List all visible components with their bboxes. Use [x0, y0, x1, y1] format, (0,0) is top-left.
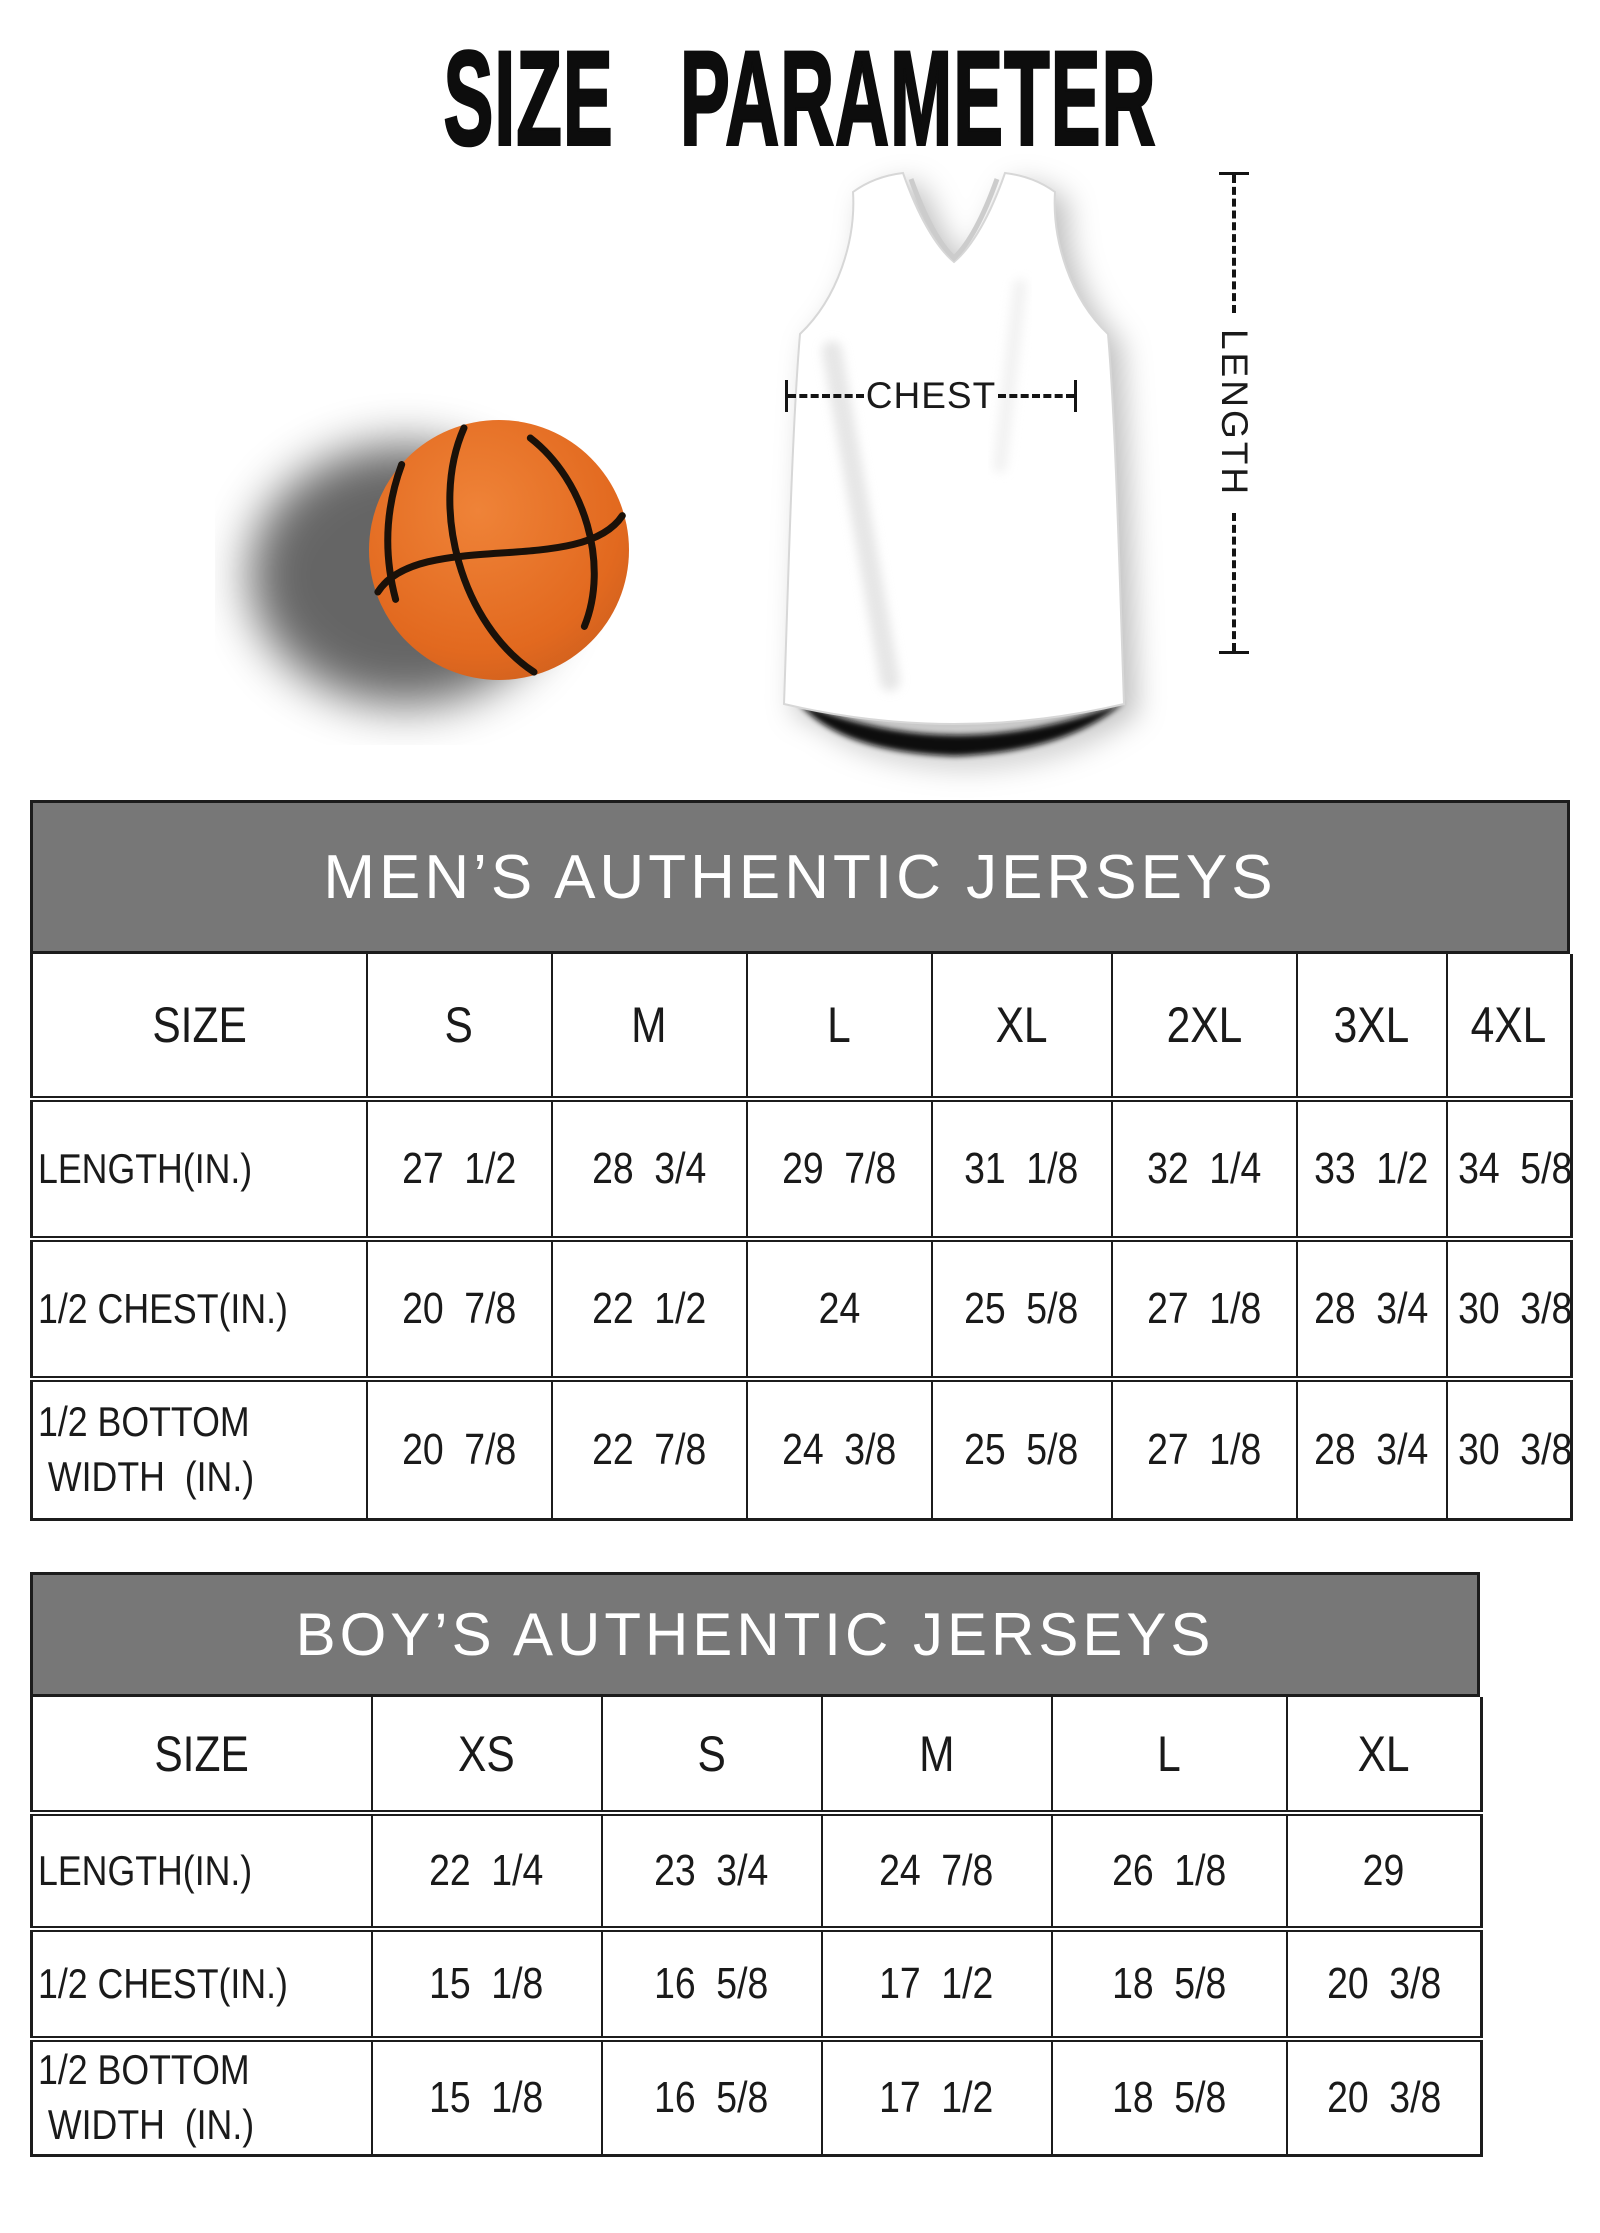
size-value-cell: 32 1/4	[1110, 1096, 1297, 1239]
mens-table-header: MEN’S AUTHENTIC JERSEYS	[30, 800, 1570, 954]
basketball-illustration	[250, 420, 629, 705]
size-value-cell: 27 1/8	[1110, 1236, 1297, 1379]
size-column-header: M	[820, 1697, 1052, 1813]
jersey-hem-shadow	[798, 702, 1124, 756]
row-label: 1/2 BOTTOM WIDTH (IN.)	[31, 1376, 367, 1519]
boys-size-table: BOY’S AUTHENTIC JERSEYS SIZE XS S M L XL…	[30, 1572, 1483, 2157]
size-column-header: S	[600, 1697, 822, 1813]
row-label: 1/2 BOTTOM WIDTH (IN.)	[31, 2036, 372, 2155]
page-title: SIZE PARAMETER	[0, 23, 1600, 175]
size-value-cell: 29 7/8	[745, 1096, 932, 1239]
size-column-header: S	[365, 954, 552, 1099]
measure-tick-right	[1074, 380, 1077, 412]
row-label: LENGTH(IN.)	[31, 1810, 372, 1929]
size-value-cell: 28 3/4	[1295, 1236, 1447, 1379]
chest-label: CHEST	[865, 375, 997, 416]
length-label: LENGTH	[1214, 328, 1255, 498]
row-label: 1/2 CHEST(IN.)	[31, 1926, 372, 2039]
size-value-cell: 16 5/8	[600, 1926, 822, 2039]
basketball-icon	[369, 420, 629, 680]
dashed-line	[1232, 175, 1236, 313]
page-title-text: SIZE PARAMETER	[443, 23, 1157, 175]
boys-table-header-text: BOY’S AUTHENTIC JERSEYS	[295, 1601, 1215, 1668]
size-value-cell: 34 5/8	[1445, 1096, 1572, 1239]
size-value-cell: 22 1/4	[370, 1810, 602, 1929]
measure-tick-left	[785, 380, 788, 412]
dashed-line	[788, 394, 864, 398]
size-value-cell: 25 5/8	[930, 1376, 1112, 1519]
size-column-header: L	[745, 954, 932, 1099]
size-value-cell: 22 1/2	[550, 1236, 747, 1379]
size-value-cell: 27 1/8	[1110, 1376, 1297, 1519]
size-value-cell: 28 3/4	[550, 1096, 747, 1239]
size-value-cell: 20 7/8	[365, 1376, 552, 1519]
size-value-cell: 26 1/8	[1050, 1810, 1287, 1929]
size-corner-cell: SIZE	[154, 1725, 249, 1782]
measure-tick-top	[1219, 172, 1249, 175]
size-value-cell: 28 3/4	[1295, 1376, 1447, 1519]
size-value-cell: 20 3/8	[1285, 1926, 1482, 2039]
size-value-cell: 22 7/8	[550, 1376, 747, 1519]
dashed-line	[998, 394, 1074, 398]
size-value-cell: 20 3/8	[1285, 2036, 1482, 2155]
size-corner-cell: SIZE	[152, 997, 247, 1053]
jersey-illustration	[782, 171, 1126, 756]
size-value-cell: 17 1/2	[820, 2036, 1052, 2155]
size-value-cell: 31 1/8	[930, 1096, 1112, 1239]
mens-size-grid: SIZE S M L XL 2XL 3XL 4XL LENGTH(IN.) 27…	[30, 954, 1573, 1521]
dashed-line	[1232, 513, 1236, 651]
length-label-area: LENGTH	[1211, 313, 1257, 513]
jersey-collar	[908, 178, 1000, 262]
boys-table-header: BOY’S AUTHENTIC JERSEYS	[30, 1572, 1480, 1697]
chest-measure-line: CHEST	[785, 375, 1077, 416]
half-chest-row: 1/2 CHEST(IN.) 20 7/8 22 1/2 24 25 5/8 2…	[31, 1236, 1572, 1379]
jersey-fold-crease	[993, 279, 1027, 473]
size-value-cell: 30 3/8	[1445, 1236, 1572, 1379]
row-label: LENGTH(IN.)	[31, 1096, 367, 1239]
size-value-cell: 15 1/8	[370, 1926, 602, 2039]
size-column-header: 4XL	[1445, 954, 1572, 1099]
size-value-cell: 20 7/8	[365, 1236, 552, 1379]
size-value-cell: 24	[745, 1236, 932, 1379]
size-column-header: XS	[370, 1697, 602, 1813]
length-row: LENGTH(IN.) 27 1/2 28 3/4 29 7/8 31 1/8 …	[31, 1096, 1572, 1239]
mens-size-table: MEN’S AUTHENTIC JERSEYS SIZE S M L XL 2X…	[30, 800, 1573, 1521]
size-column-header: L	[1050, 1697, 1287, 1813]
size-column-header: XL	[930, 954, 1112, 1099]
half-chest-row: 1/2 CHEST(IN.) 15 1/8 16 5/8 17 1/2 18 5…	[31, 1926, 1482, 2039]
size-value-cell: 17 1/2	[820, 1926, 1052, 2039]
length-row: LENGTH(IN.) 22 1/4 23 3/4 24 7/8 26 1/8 …	[31, 1810, 1482, 1929]
size-value-cell: 15 1/8	[370, 2036, 602, 2155]
size-value-cell: 27 1/2	[365, 1096, 552, 1239]
length-measure-line: LENGTH	[1204, 172, 1264, 654]
jersey-fold-crease	[822, 341, 900, 691]
row-label: 1/2 CHEST(IN.)	[31, 1236, 367, 1379]
half-bottom-width-row: 1/2 BOTTOM WIDTH (IN.) 15 1/8 16 5/8 17 …	[31, 2036, 1482, 2155]
size-column-header: M	[550, 954, 747, 1099]
size-value-cell: 18 5/8	[1050, 1926, 1287, 2039]
size-header-row: SIZE S M L XL 2XL 3XL 4XL	[32, 954, 1572, 1099]
half-bottom-width-row: 1/2 BOTTOM WIDTH (IN.) 20 7/8 22 7/8 24 …	[31, 1376, 1572, 1519]
boys-size-grid: SIZE XS S M L XL LENGTH(IN.) 22 1/4 23 3…	[30, 1697, 1483, 2157]
size-value-cell: 23 3/4	[600, 1810, 822, 1929]
size-value-cell: 24 7/8	[820, 1810, 1052, 1929]
size-column-header: 3XL	[1295, 954, 1447, 1099]
size-value-cell: 25 5/8	[930, 1236, 1112, 1379]
size-value-cell: 30 3/8	[1445, 1376, 1572, 1519]
size-column-header: 2XL	[1110, 954, 1297, 1099]
size-column-header: XL	[1285, 1697, 1482, 1813]
size-value-cell: 16 5/8	[600, 2036, 822, 2155]
size-value-cell: 24 3/8	[745, 1376, 932, 1519]
size-value-cell: 29	[1285, 1810, 1482, 1929]
size-value-cell: 18 5/8	[1050, 2036, 1287, 2155]
mens-table-header-text: MEN’S AUTHENTIC JERSEYS	[323, 842, 1277, 912]
size-header-row: SIZE XS S M L XL	[32, 1697, 1482, 1813]
measure-tick-bottom	[1219, 651, 1249, 654]
size-value-cell: 33 1/2	[1295, 1096, 1447, 1239]
